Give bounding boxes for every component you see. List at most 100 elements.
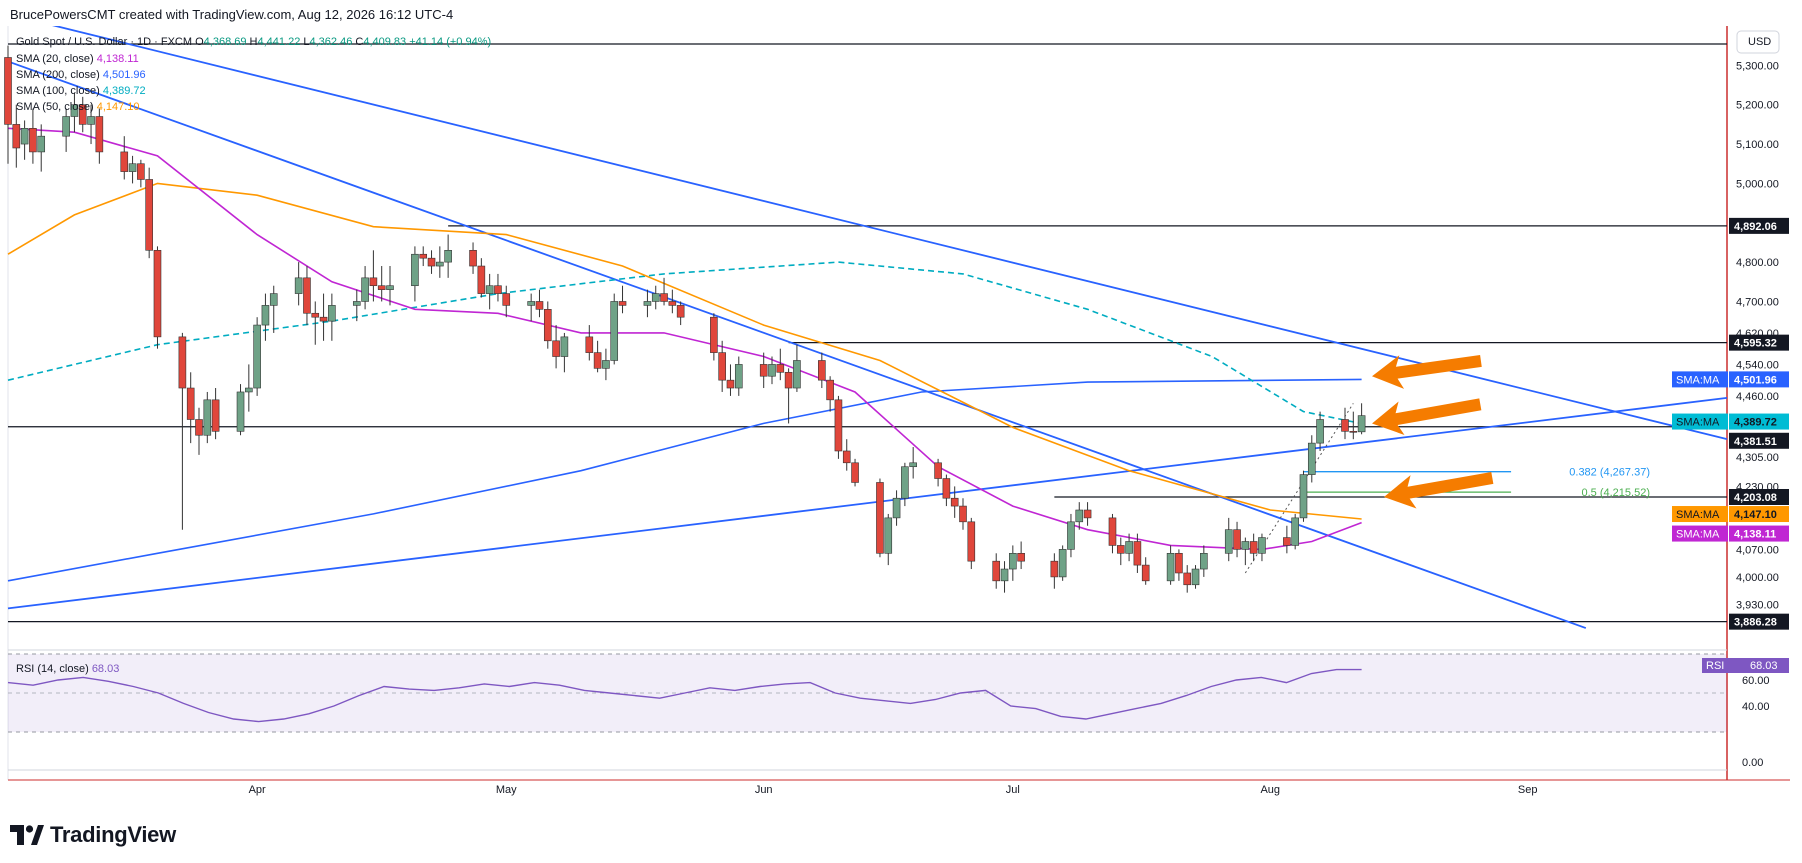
arrow-sma100 [1372, 398, 1482, 435]
candle-body [436, 261, 444, 267]
candle-body [1000, 568, 1009, 582]
candle-body [253, 324, 261, 389]
ma-tag-prefix-box [1672, 371, 1728, 388]
candle-body [734, 364, 743, 389]
candle-body [29, 128, 37, 153]
tradingview-logo-icon [10, 825, 44, 845]
ma-tag-prefix: SMA:MA [1676, 509, 1720, 521]
candle-body [818, 360, 826, 381]
candle-body [834, 399, 843, 452]
price-tick: 3,930.00 [1736, 599, 1779, 611]
candle-body [145, 179, 153, 251]
price-tick: 5,100.00 [1736, 139, 1779, 151]
candle-body [4, 57, 12, 125]
candle-body [328, 305, 336, 322]
price-tag-box [1729, 613, 1789, 630]
price-tag-4: 4,381.51 [1734, 436, 1777, 448]
candle-body [477, 265, 486, 294]
price-tick: 5,300.00 [1736, 60, 1779, 72]
fib-label-0: 0.382 (4,267.37) [1569, 467, 1650, 479]
candle-body [1116, 545, 1125, 554]
price-tick: 4,305.00 [1736, 452, 1779, 464]
candle-body [211, 399, 220, 432]
candle-body [876, 482, 884, 554]
candle-body [203, 399, 212, 436]
tradingview-logo[interactable]: TradingView [10, 818, 176, 852]
candle-body [942, 478, 951, 499]
candle-body [12, 124, 21, 149]
fib-label-1: 0.5 (4,215.52) [1582, 487, 1651, 499]
candle-body [411, 253, 419, 287]
sma-50-line [7, 182, 1362, 520]
candle-body [186, 387, 195, 420]
candle-body [651, 293, 660, 302]
candle-body [1233, 529, 1241, 550]
candle-body [311, 312, 320, 318]
ma-tag-prefix-box [1672, 413, 1728, 430]
candle-body [419, 253, 428, 259]
arrow-sma100-shape [1372, 398, 1482, 435]
candle-body [826, 379, 834, 401]
candle-body [535, 301, 544, 310]
candle-body [676, 305, 685, 318]
candle-body [1175, 552, 1183, 574]
month-label: May [496, 784, 517, 796]
price-tag-box [1729, 217, 1789, 234]
rsi-tag-value: 68.03 [1750, 660, 1778, 672]
candle-body [352, 301, 361, 306]
horizontal-levels: 0.382 (4,267.37) 0.5 (4,215.52) [8, 43, 1727, 623]
candle-body [543, 309, 552, 342]
candle-body [585, 336, 594, 353]
tradingview-logo-text: TradingView [50, 822, 176, 847]
rsi-tick: 40.00 [1742, 701, 1770, 713]
candle-body [959, 505, 967, 523]
candle-body [784, 371, 793, 389]
candle-body [967, 521, 976, 562]
price-tag-0: 4,892.06 [1734, 221, 1777, 233]
candle-body [319, 316, 328, 322]
candle-body [992, 560, 1001, 582]
candle-body [892, 497, 901, 519]
candle-body [660, 293, 668, 302]
candle-body [602, 360, 610, 369]
indicator-legend-1: SMA (200, close) 4,501.96 [16, 69, 146, 81]
candle-body [20, 128, 29, 145]
candle-body [1349, 431, 1358, 433]
candle-body [1083, 509, 1092, 519]
candle-body [427, 257, 436, 267]
candle-body [1224, 529, 1233, 554]
candle-body [137, 163, 145, 180]
candle-body [1108, 517, 1117, 546]
candle-body [1291, 517, 1299, 546]
price-tag-box [1729, 488, 1789, 505]
candle-body [386, 285, 394, 290]
candle-body [78, 104, 87, 125]
month-label: Jul [1006, 784, 1020, 796]
candle-body [95, 116, 104, 153]
legend: Gold Spot / U.S. Dollar · 1D · FXCM O4,3… [16, 36, 491, 113]
price-tag-1: 4,595.32 [1734, 338, 1777, 350]
candle-body [710, 316, 718, 353]
candle-body [485, 285, 494, 294]
price-tag-7: 4,138.11 [1734, 529, 1776, 541]
candle-body [1241, 541, 1250, 550]
price-tag-box [1729, 371, 1789, 388]
month-label: Aug [1260, 784, 1280, 796]
candle-body [1166, 552, 1175, 582]
candle-body [62, 116, 70, 137]
candle-body [618, 301, 627, 306]
candle-body [1357, 415, 1366, 433]
price-tick: 4,800.00 [1736, 257, 1779, 269]
candle-body [1183, 572, 1192, 586]
candle-body [1307, 442, 1316, 475]
price-chart[interactable]: 0.382 (4,267.37) 0.5 (4,215.52) RSI (14, … [0, 13, 1802, 812]
candle-body [1283, 537, 1291, 546]
candle-body [776, 364, 785, 373]
candle-body [726, 379, 735, 389]
chart-frame[interactable]: 0.382 (4,267.37) 0.5 (4,215.52) RSI (14, … [0, 13, 1802, 812]
candle-body [768, 364, 776, 377]
price-tick: 5,200.00 [1736, 100, 1779, 112]
candle-body [87, 116, 95, 125]
candle-body [950, 497, 959, 507]
price-tag-6: 4,147.10 [1734, 509, 1777, 521]
